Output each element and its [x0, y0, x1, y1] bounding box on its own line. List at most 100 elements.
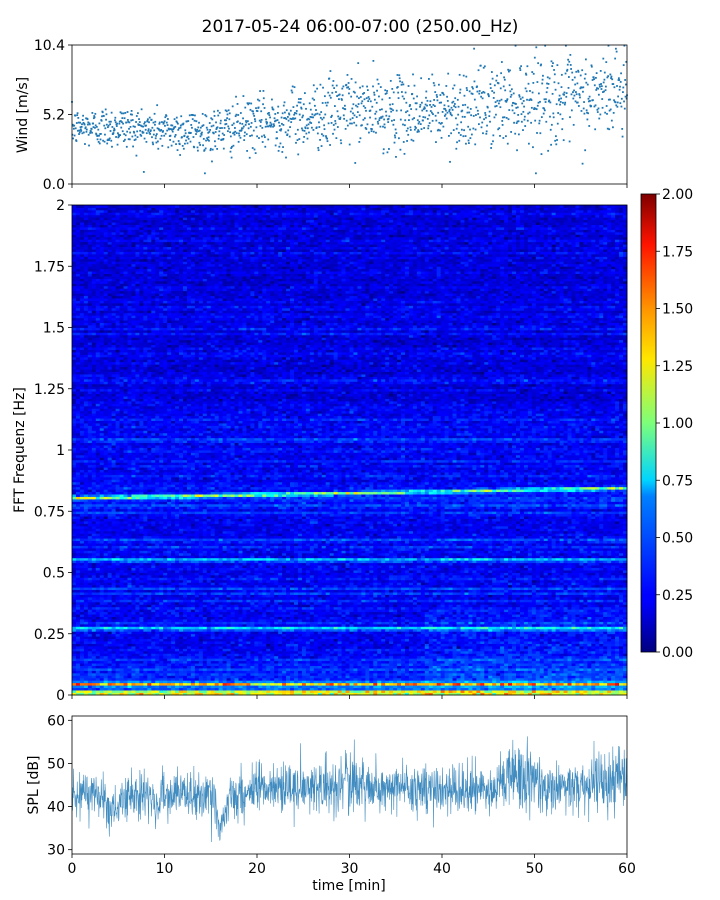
spectrogram-cell	[80, 639, 84, 642]
spectrogram-cell	[100, 305, 104, 308]
wind-point	[362, 85, 364, 87]
wind-point	[622, 136, 624, 138]
spectrogram-cell	[100, 448, 104, 451]
spectrogram-cell	[100, 330, 104, 333]
spectrogram-cell	[96, 570, 100, 573]
spectrogram-cell	[100, 303, 104, 306]
spectrogram-cell	[92, 279, 96, 282]
spectrogram-cell	[80, 225, 84, 228]
wind-point	[622, 91, 624, 93]
spectrogram-cell	[88, 212, 92, 215]
spectrogram-cell	[139, 646, 143, 649]
wind-point	[456, 128, 458, 130]
spectrogram-cell	[88, 648, 92, 651]
spectrogram-cell	[92, 332, 96, 335]
wind-point	[462, 116, 464, 118]
spectrogram-cell	[100, 609, 104, 612]
spectrogram-cell	[135, 558, 139, 561]
wind-point	[324, 128, 326, 130]
spectrogram-cell	[80, 443, 84, 446]
spectrogram-cell	[120, 332, 124, 335]
wind-point	[192, 114, 194, 116]
wind-point	[469, 137, 471, 139]
spectrogram-cell	[135, 634, 139, 637]
wind-point	[511, 105, 513, 107]
spectrogram-cell	[131, 416, 135, 419]
spectrogram-cell	[104, 357, 108, 360]
wind-x-ticks	[72, 184, 627, 188]
spectrogram-cell	[76, 546, 80, 549]
spectrogram-cell	[80, 293, 84, 296]
spectrogram-cell	[124, 587, 128, 590]
spectrogram-cell	[135, 266, 139, 269]
spectrogram-cell	[108, 394, 112, 397]
wind-point	[520, 98, 522, 100]
spectrogram-cell	[124, 526, 128, 529]
spectrogram-cell	[108, 239, 112, 242]
wind-point	[94, 127, 96, 129]
spectrogram-cell	[139, 553, 143, 556]
spectrogram-cell	[92, 570, 96, 573]
wind-point	[386, 92, 388, 94]
spectrogram-cell	[128, 330, 132, 333]
spectrogram-cell	[92, 379, 96, 382]
spectrogram-cell	[128, 276, 132, 279]
spectrogram-cell	[80, 455, 84, 458]
spectrogram-cell	[88, 467, 92, 470]
spectrogram-cell	[128, 315, 132, 318]
spectrogram-cell	[124, 484, 128, 487]
wind-point	[354, 92, 356, 94]
spectrogram-cell	[131, 641, 135, 644]
wind-point	[376, 102, 378, 104]
spectrogram-cell	[108, 232, 112, 235]
wind-point	[241, 123, 243, 125]
wind-point	[143, 171, 145, 173]
spectrogram-cell	[135, 457, 139, 460]
spectrogram-cell	[124, 543, 128, 546]
spectrogram-cell	[108, 614, 112, 617]
spectrogram-cell	[100, 531, 104, 534]
wind-point	[157, 148, 159, 150]
spectrogram-cell	[76, 433, 80, 436]
spectrogram-cell	[76, 323, 80, 326]
spectrogram-cell	[76, 364, 80, 367]
spectrogram-cell	[76, 492, 80, 495]
wind-point	[429, 104, 431, 106]
wind-point	[83, 132, 85, 134]
spectrogram-cell	[120, 592, 124, 595]
spectrogram-cell	[84, 526, 88, 529]
spectrogram-cell	[131, 379, 135, 382]
spectrogram-cell	[128, 646, 132, 649]
spectrogram-cell	[128, 582, 132, 585]
spectrogram-cell	[112, 661, 116, 664]
spectrogram-cell	[112, 450, 116, 453]
spectrogram-cell	[100, 328, 104, 331]
spectrogram-cell	[120, 421, 124, 424]
spectrogram-cell	[88, 560, 92, 563]
spectrogram-cell	[80, 658, 84, 661]
wind-point	[549, 78, 551, 80]
spectrogram-cell	[80, 448, 84, 451]
spectrogram-cell	[124, 690, 128, 693]
spectrogram-cell	[112, 298, 116, 301]
spectrogram-cell	[92, 301, 96, 304]
wind-point	[410, 108, 412, 110]
spectrogram-cell	[120, 651, 124, 654]
spectrogram-cell	[92, 690, 96, 693]
spectrogram-cell	[108, 426, 112, 429]
spectrogram-cell	[84, 614, 88, 617]
spectrogram-cell	[84, 423, 88, 426]
spectrogram-cell	[100, 435, 104, 438]
wind-point	[284, 112, 286, 114]
spectrogram-cell	[88, 269, 92, 272]
spectrogram-cell	[120, 337, 124, 340]
spectrogram-cell	[120, 656, 124, 659]
wind-point	[425, 91, 427, 93]
spectrogram-cell	[88, 274, 92, 277]
spectrogram-cell	[104, 227, 108, 230]
spectrogram-cell	[135, 656, 139, 659]
spectrogram-cell	[80, 244, 84, 247]
wind-point	[575, 71, 577, 73]
wind-point	[559, 95, 561, 97]
spectrogram-cell	[104, 291, 108, 294]
